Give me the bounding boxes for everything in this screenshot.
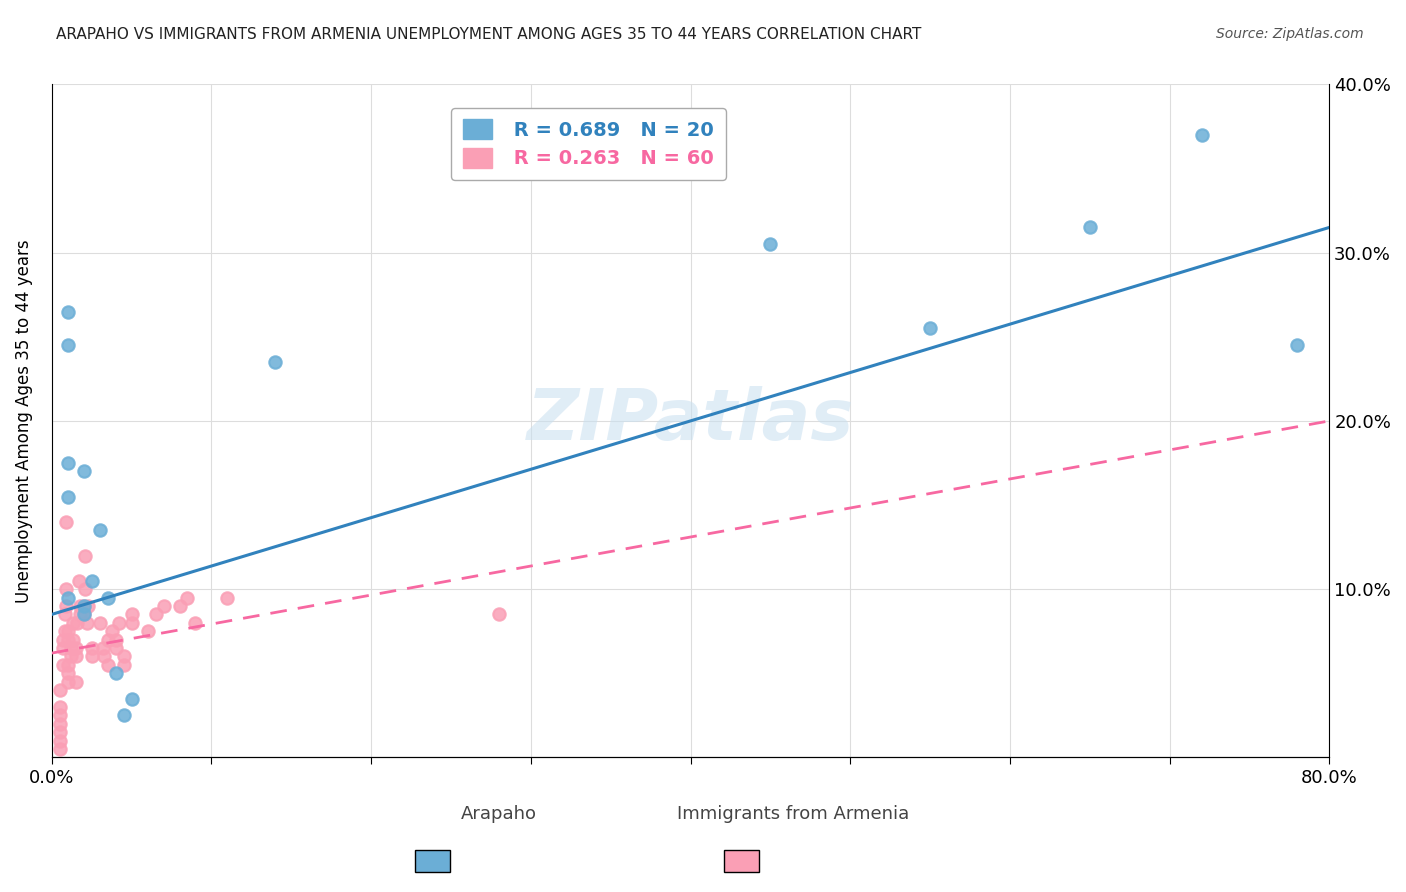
Point [67, 574, 90, 588]
Point [104, 666, 127, 681]
Point [93, 649, 115, 664]
Point [89, 523, 111, 537]
Point [69, 599, 91, 613]
Point [59, 649, 82, 664]
Point [52, 632, 75, 647]
Point [65, 641, 87, 656]
Point [1286, 338, 1309, 352]
Point [121, 615, 143, 630]
Point [488, 607, 510, 622]
Text: ZIPatlas: ZIPatlas [527, 386, 855, 456]
Point [62, 615, 84, 630]
Point [80, 649, 103, 664]
Point [101, 624, 124, 639]
Point [184, 615, 207, 630]
Point [97, 591, 120, 605]
Point [48, 742, 70, 756]
Point [56, 632, 79, 647]
Point [104, 632, 127, 647]
Point [73, 607, 96, 622]
Point [77, 599, 100, 613]
Point [80, 641, 103, 656]
Point [73, 599, 96, 613]
Point [112, 649, 135, 664]
Point [55, 599, 77, 613]
Text: Arapaho: Arapaho [461, 805, 537, 822]
Point [152, 599, 174, 613]
Point [759, 237, 782, 252]
Point [69, 607, 91, 622]
Point [108, 615, 131, 630]
Point [169, 599, 191, 613]
Point [145, 607, 167, 622]
Point [53, 607, 76, 622]
Point [52, 641, 75, 656]
Point [59, 641, 82, 656]
Point [97, 657, 120, 672]
Text: Source: ZipAtlas.com: Source: ZipAtlas.com [1216, 27, 1364, 41]
Legend:  R = 0.689   N = 20,  R = 0.263   N = 60: R = 0.689 N = 20, R = 0.263 N = 60 [451, 108, 725, 180]
Point [75, 582, 97, 596]
Point [73, 607, 96, 622]
Point [53, 624, 76, 639]
Point [97, 632, 120, 647]
Point [89, 615, 111, 630]
Point [55, 515, 77, 529]
Point [112, 708, 135, 723]
Point [56, 674, 79, 689]
Point [56, 624, 79, 639]
Point [52, 657, 75, 672]
Point [264, 355, 287, 369]
Point [176, 591, 198, 605]
Point [91, 641, 114, 656]
Text: ARAPAHO VS IMMIGRANTS FROM ARMENIA UNEMPLOYMENT AMONG AGES 35 TO 44 YEARS CORREL: ARAPAHO VS IMMIGRANTS FROM ARMENIA UNEMP… [56, 27, 921, 42]
Point [55, 582, 77, 596]
Point [104, 641, 127, 656]
Point [217, 591, 239, 605]
Point [48, 725, 70, 739]
Point [65, 674, 87, 689]
Point [56, 591, 79, 605]
Point [1078, 220, 1101, 235]
Point [56, 304, 79, 318]
Point [136, 624, 159, 639]
Text: Immigrants from Armenia: Immigrants from Armenia [676, 805, 908, 822]
Point [121, 691, 143, 706]
Point [112, 657, 135, 672]
Point [48, 683, 70, 698]
Point [48, 708, 70, 723]
Point [48, 700, 70, 714]
Point [48, 716, 70, 731]
Point [80, 574, 103, 588]
Point [56, 456, 79, 470]
Point [121, 607, 143, 622]
Point [56, 490, 79, 504]
Point [75, 549, 97, 563]
Point [76, 615, 98, 630]
Y-axis label: Unemployment Among Ages 35 to 44 years: Unemployment Among Ages 35 to 44 years [15, 239, 32, 603]
Point [56, 657, 79, 672]
Point [73, 599, 96, 613]
Point [56, 666, 79, 681]
Point [65, 649, 87, 664]
Point [62, 632, 84, 647]
Point [1191, 128, 1213, 142]
Point [66, 615, 89, 630]
Point [48, 733, 70, 747]
Point [918, 321, 941, 335]
Point [73, 464, 96, 478]
Point [56, 338, 79, 352]
